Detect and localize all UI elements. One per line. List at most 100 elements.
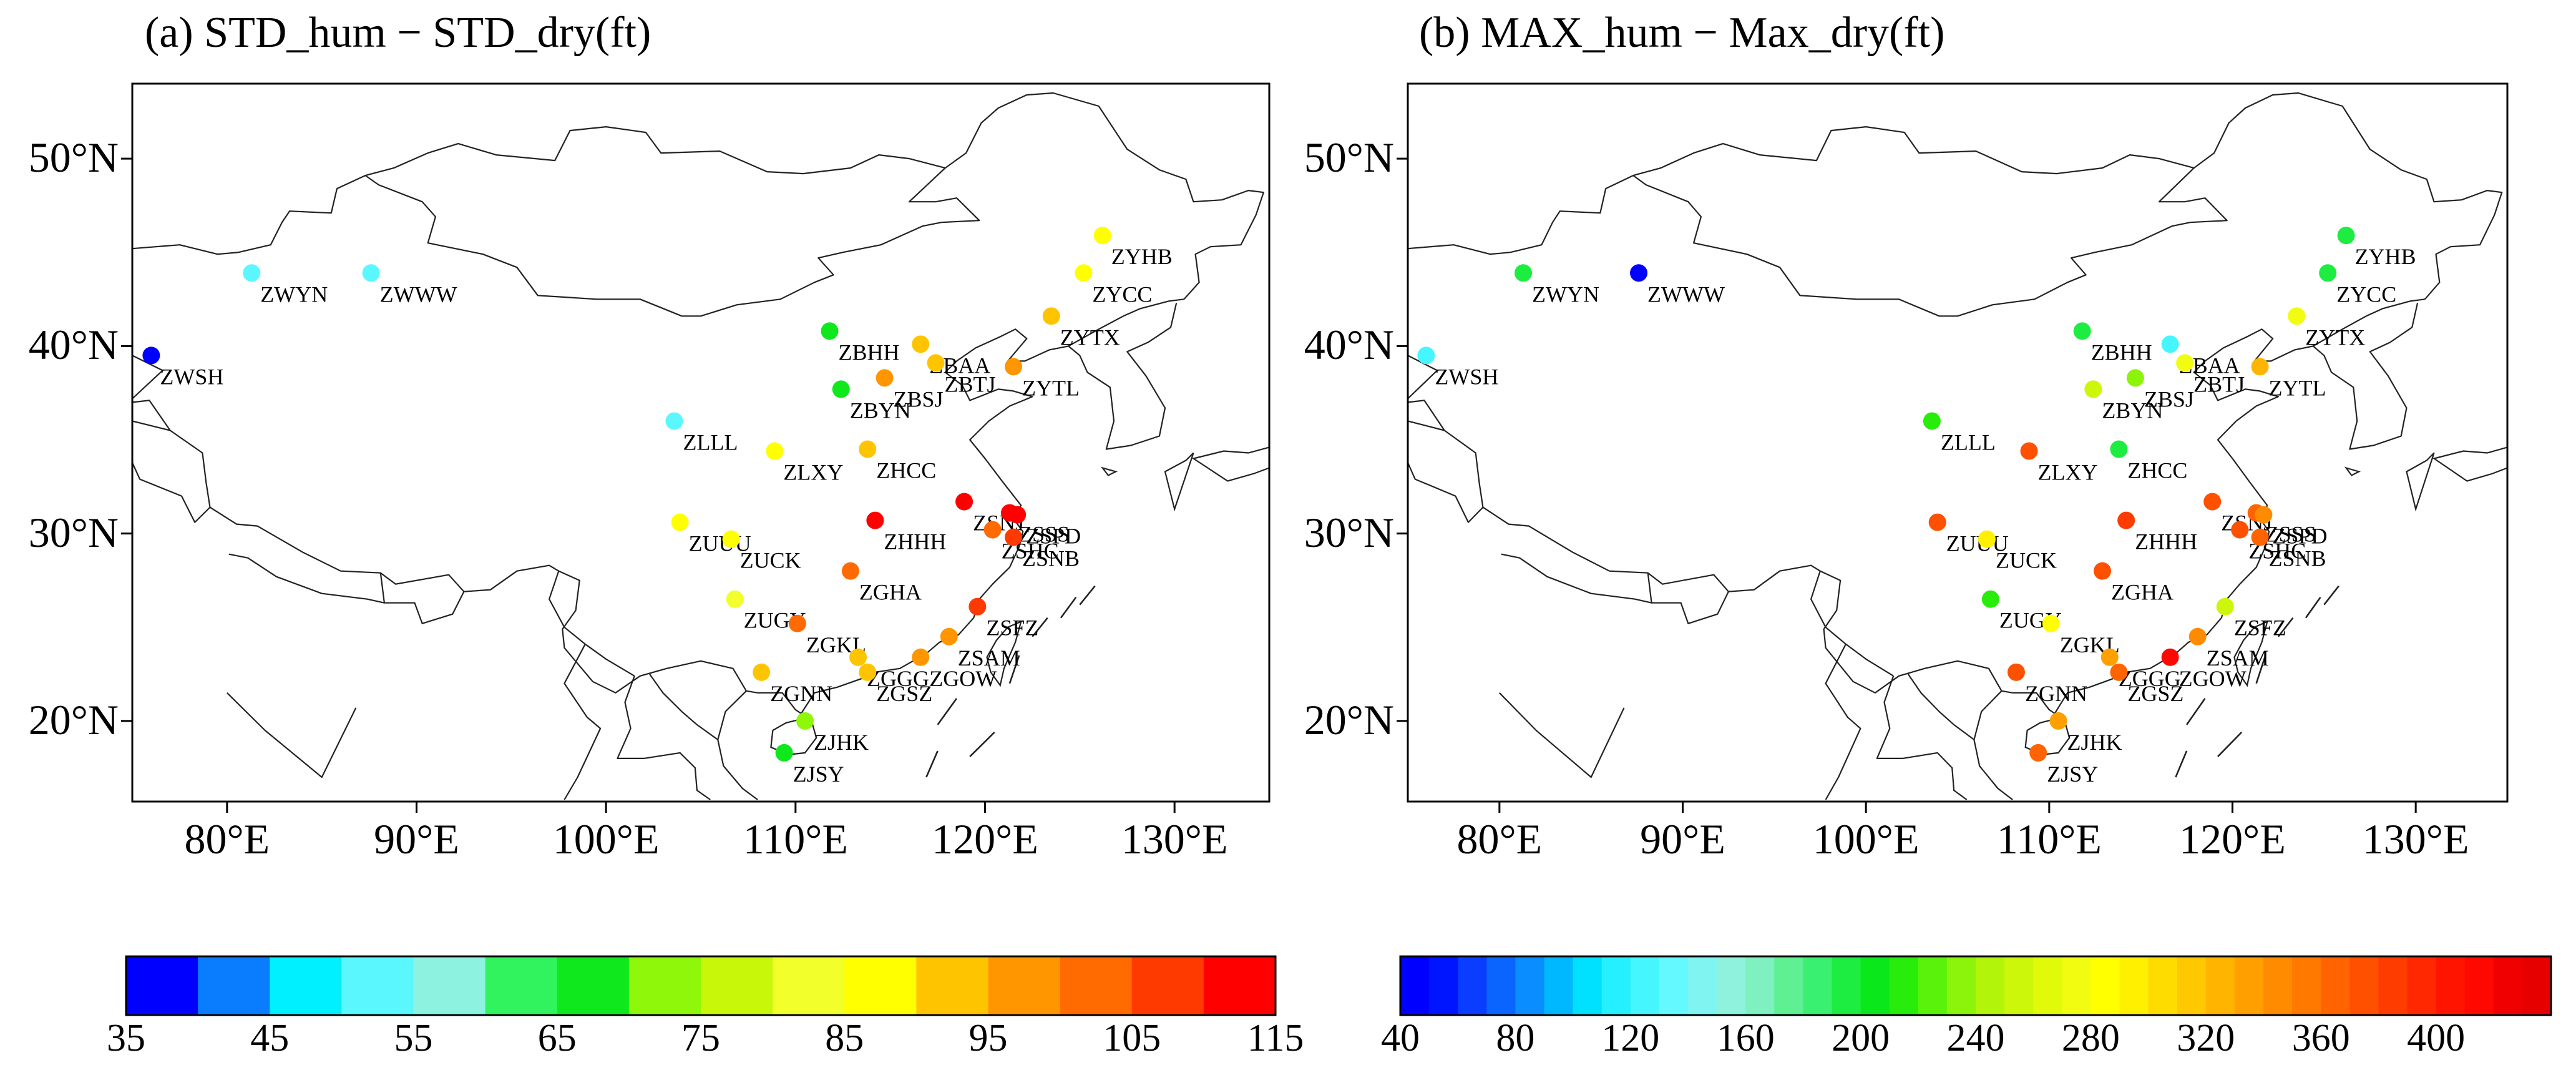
boundary-line <box>717 739 758 800</box>
colorbar-bin <box>701 956 773 1015</box>
boundary-line <box>1501 553 1652 604</box>
colorbar-bin <box>2062 956 2091 1015</box>
station-marker <box>671 513 689 531</box>
sea-boundary-dash <box>2217 731 2243 757</box>
colorbar-bin <box>844 956 917 1015</box>
station-marker <box>775 744 793 762</box>
station-label: ZSAM <box>2207 645 2269 670</box>
station-marker <box>665 412 683 430</box>
sea-boundary-dash <box>1032 617 1048 637</box>
station-label: ZWSH <box>1435 364 1498 389</box>
boundary-line <box>1408 420 1445 431</box>
station-marker <box>2319 264 2337 282</box>
station-label: ZWSH <box>160 364 223 389</box>
station-label: ZHHH <box>2135 529 2197 554</box>
station-marker <box>796 712 814 730</box>
station-marker <box>2203 493 2222 511</box>
boundary-line <box>1068 303 1178 450</box>
lon-tick-label: 100°E <box>1812 815 1920 863</box>
lon-tick-label: 100°E <box>552 815 660 863</box>
station-label: ZWWW <box>1647 282 1725 307</box>
panel-title: (b) MAX_hum − Max_dry(ft) <box>1419 9 1945 57</box>
colorbar-bin <box>2292 956 2321 1015</box>
station-marker <box>753 663 771 681</box>
station-marker <box>1417 346 1435 365</box>
colorbar-bin <box>485 956 558 1015</box>
boundary-line <box>1408 400 2013 694</box>
colorbar <box>125 955 1277 1016</box>
colorbar-bin <box>126 956 198 1015</box>
station-marker <box>2255 506 2273 524</box>
station-marker <box>766 442 784 460</box>
boundary-line <box>132 461 211 523</box>
station-marker <box>1075 264 1093 282</box>
station-label: ZSFZ <box>2234 616 2286 641</box>
colorbar-bin <box>557 956 630 1015</box>
colorbar-bin <box>1688 956 1717 1015</box>
colorbar-bin <box>628 956 701 1015</box>
station-marker <box>2110 663 2128 681</box>
colorbar-bin <box>2407 956 2437 1015</box>
boundary-line <box>364 167 980 317</box>
station-label: ZWWW <box>380 282 457 307</box>
station-marker <box>1981 590 1999 608</box>
station-marker <box>2100 648 2119 666</box>
colorbar-tick-label: 105 <box>1103 1017 1161 1059</box>
boundary-line <box>1973 739 2013 800</box>
lon-tick-label: 90°E <box>374 815 459 863</box>
boundary-line <box>2312 303 2419 450</box>
boundary-line <box>549 571 635 677</box>
station-label: ZSFZ <box>986 616 1038 641</box>
boundary-line <box>1499 692 1625 778</box>
lon-tick-label: 120°E <box>932 815 1038 863</box>
boundary-line <box>132 92 1264 300</box>
station-label: ZGOW <box>2179 666 2247 691</box>
sea-boundary-dash <box>1060 596 1077 619</box>
map-frame <box>131 82 1271 803</box>
colorbar-tick-label: 400 <box>2407 1017 2466 1059</box>
boundary-line <box>227 692 357 778</box>
boundary-line <box>1810 571 1894 677</box>
station-marker <box>876 369 894 387</box>
boundary-line <box>617 675 711 800</box>
boundary-line <box>1408 461 1484 523</box>
station-label: ZGNN <box>770 681 832 706</box>
station-label: ZGNN <box>2025 681 2087 706</box>
colorbar-bin <box>1630 956 1660 1015</box>
station-marker <box>362 264 380 282</box>
colorbar-bin <box>270 956 342 1015</box>
colorbar-bin <box>2378 956 2408 1015</box>
sea-boundary-dash <box>2255 655 2266 684</box>
station-label: ZLLL <box>1941 429 1996 454</box>
colorbar-bin <box>916 956 989 1015</box>
colorbar-bin <box>1860 956 1890 1015</box>
station-label: ZSNB <box>2269 546 2326 571</box>
station-label: ZYTX <box>2305 325 2365 350</box>
lon-tick-label: 120°E <box>2179 815 2286 863</box>
colorbar-bin <box>1918 956 1948 1015</box>
colorbar-bin <box>2177 956 2207 1015</box>
colorbar-bin <box>1429 956 1458 1015</box>
colorbar-bin <box>2464 956 2494 1015</box>
station-label: ZUCK <box>740 548 801 573</box>
station-marker <box>912 648 930 666</box>
map-frame <box>1407 82 2509 803</box>
station-marker <box>2042 614 2060 632</box>
station-marker <box>940 627 958 645</box>
station-marker <box>2161 335 2179 353</box>
station-marker <box>1042 307 1060 325</box>
colorbar-bin <box>2004 956 2034 1015</box>
lat-tick-label: 20°N <box>1304 695 1394 744</box>
colorbar-bin <box>773 956 845 1015</box>
colorbar-bin <box>2321 956 2350 1015</box>
station-marker <box>2188 627 2207 645</box>
colorbar-bin <box>1774 956 1803 1015</box>
station-marker <box>821 322 839 340</box>
colorbar-bin <box>2119 956 2149 1015</box>
colorbar-bin <box>1515 956 1545 1015</box>
station-marker <box>832 380 850 398</box>
boundary-line <box>132 355 163 400</box>
